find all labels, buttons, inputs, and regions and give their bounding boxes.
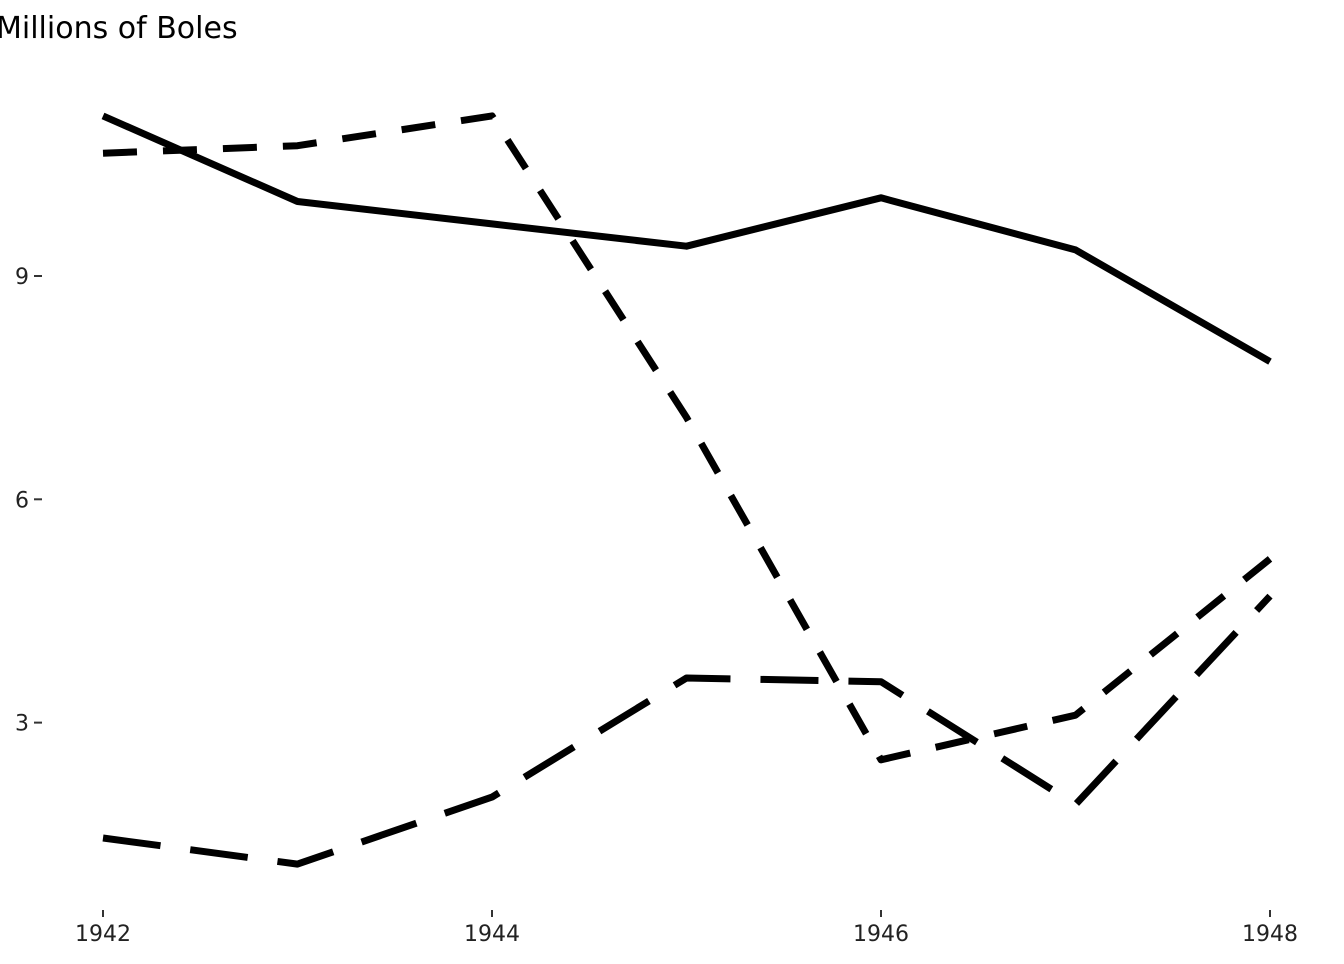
series-line-3-long-dashed	[102, 593, 1273, 868]
series-line-2-dashed	[102, 112, 1273, 764]
y-tick-label: 6	[15, 488, 29, 513]
axes: 3 6 9 1942 1944 1946 1948	[15, 265, 1298, 947]
y-tick-label: 9	[15, 265, 29, 290]
chart-title: Millions of Boles	[0, 11, 238, 46]
series-group	[101, 112, 1273, 868]
x-tick-label: 1946	[853, 922, 909, 947]
series-line-1-solid	[101, 112, 1272, 365]
y-tick-label: 3	[15, 712, 29, 737]
x-tick-label: 1948	[1242, 922, 1298, 947]
x-tick-label: 1942	[75, 922, 131, 947]
x-tick-label: 1944	[464, 922, 520, 947]
